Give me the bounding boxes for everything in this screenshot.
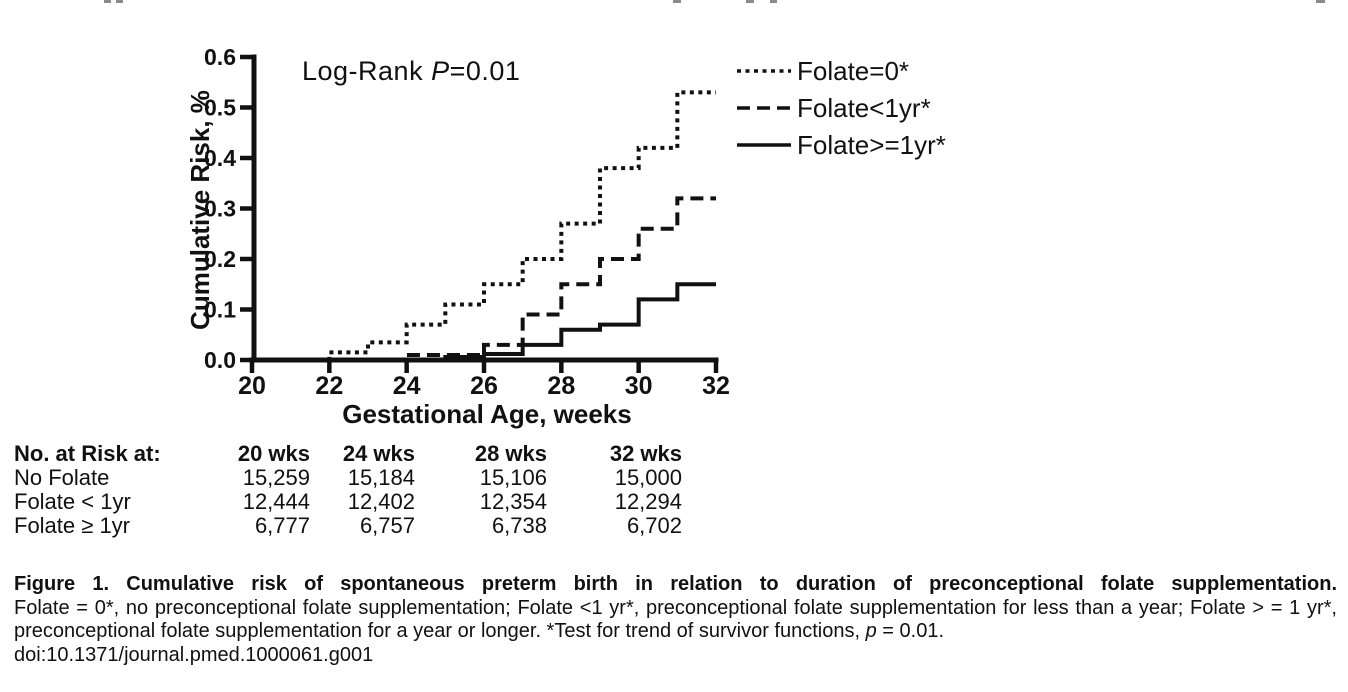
legend-item-folate-lt1yr: Folate<1yr*	[736, 93, 946, 123]
risk-row-label: Folate ≥ 1yr	[14, 513, 131, 538]
risk-value: 15,000	[614, 465, 682, 490]
legend-item-folate-ge1yr: Folate>=1yr*	[736, 130, 946, 160]
figure-caption: Figure 1. Cumulative risk of spontaneous…	[14, 573, 1337, 667]
x-tick-label: 26	[470, 372, 498, 400]
y-tick-label: 0.5	[204, 95, 236, 121]
caption-body: Folate = 0*, no preconceptional folate s…	[14, 597, 1337, 644]
y-tick-label: 0.1	[204, 297, 236, 323]
x-tick-label: 28	[547, 372, 575, 400]
dashed-line-icon	[737, 106, 791, 110]
y-tick-label: 0.2	[204, 246, 236, 272]
cropped-text-artifact	[104, 0, 111, 3]
cropped-text-artifact	[746, 0, 754, 3]
y-tick-label: 0.4	[204, 145, 236, 171]
risk-value: 15,106	[479, 465, 547, 490]
risk-value: 15,184	[347, 465, 415, 490]
x-tick-label: 30	[625, 372, 653, 400]
number-at-risk-table: No. at Risk at: 20 wks 24 wks 28 wks 32 …	[14, 442, 682, 538]
risk-value: 6,738	[491, 513, 547, 538]
risk-table-header: 32 wks	[609, 441, 682, 466]
x-tick-label: 32	[702, 372, 730, 400]
risk-value: 6,757	[359, 513, 415, 538]
risk-value: 6,702	[626, 513, 682, 538]
cropped-text-artifact	[673, 0, 681, 3]
x-tick-label: 24	[393, 372, 421, 400]
y-tick-label: 0.3	[204, 196, 236, 222]
caption-doi: doi:10.1371/journal.pmed.1000061.g001	[14, 643, 374, 666]
y-tick-label: 0.0	[204, 347, 236, 373]
cropped-text-artifact	[1316, 0, 1325, 3]
annotation-p-symbol: P	[431, 56, 450, 86]
series-solid-curve	[252, 282, 716, 362]
annotation-prefix: Log-Rank	[302, 56, 432, 86]
annotation-value: =0.01	[449, 56, 521, 86]
dotted-line-icon	[737, 69, 791, 73]
caption-text: = 0.01.	[876, 620, 944, 642]
risk-value: 6,777	[254, 513, 310, 538]
risk-row-label: Folate < 1yr	[14, 489, 131, 514]
risk-value: 12,294	[614, 489, 682, 514]
caption-title: Figure 1. Cumulative risk of spontaneous…	[14, 573, 1337, 595]
chart-legend: Folate=0* Folate<1yr* Folate>=1yr*	[736, 56, 946, 167]
legend-label: Folate>=1yr*	[797, 129, 946, 160]
legend-label: Folate<1yr*	[797, 92, 931, 123]
risk-row-label: No Folate	[14, 465, 110, 490]
risk-value: 12,402	[347, 489, 415, 514]
x-tick-label: 20	[238, 372, 266, 400]
legend-item-folate-0: Folate=0*	[736, 56, 946, 86]
risk-value: 12,444	[242, 489, 310, 514]
series-dotted-curve	[252, 90, 716, 362]
y-axis-title: Cumulative Risk, %	[185, 90, 215, 330]
caption-p-symbol: p	[865, 620, 877, 642]
x-axis-title: Gestational Age, weeks	[342, 399, 632, 429]
x-tick-label: 22	[315, 372, 343, 400]
risk-value: 12,354	[479, 489, 547, 514]
caption-text: Folate = 0*, no preconceptional folate s…	[14, 596, 1337, 643]
risk-value: 15,259	[242, 465, 310, 490]
series-dashed-curve	[252, 196, 716, 362]
solid-line-icon	[737, 143, 791, 147]
cropped-text-artifact	[116, 0, 123, 3]
legend-label: Folate=0*	[797, 55, 910, 86]
cumulative-risk-step-chart: 20 22 24 26 28 30 32 0.0 0.1 0.2 0.3 0.4 0.5 0.6	[204, 44, 730, 400]
risk-table-header: 24 wks	[342, 441, 415, 466]
cropped-text-artifact	[770, 0, 777, 3]
risk-table-header: 20 wks	[237, 441, 310, 466]
risk-table-header: No. at Risk at:	[14, 441, 161, 466]
log-rank-annotation: Log-Rank P=0.01	[302, 56, 520, 87]
risk-table-header: 28 wks	[474, 441, 547, 466]
y-tick-label: 0.6	[204, 44, 236, 70]
